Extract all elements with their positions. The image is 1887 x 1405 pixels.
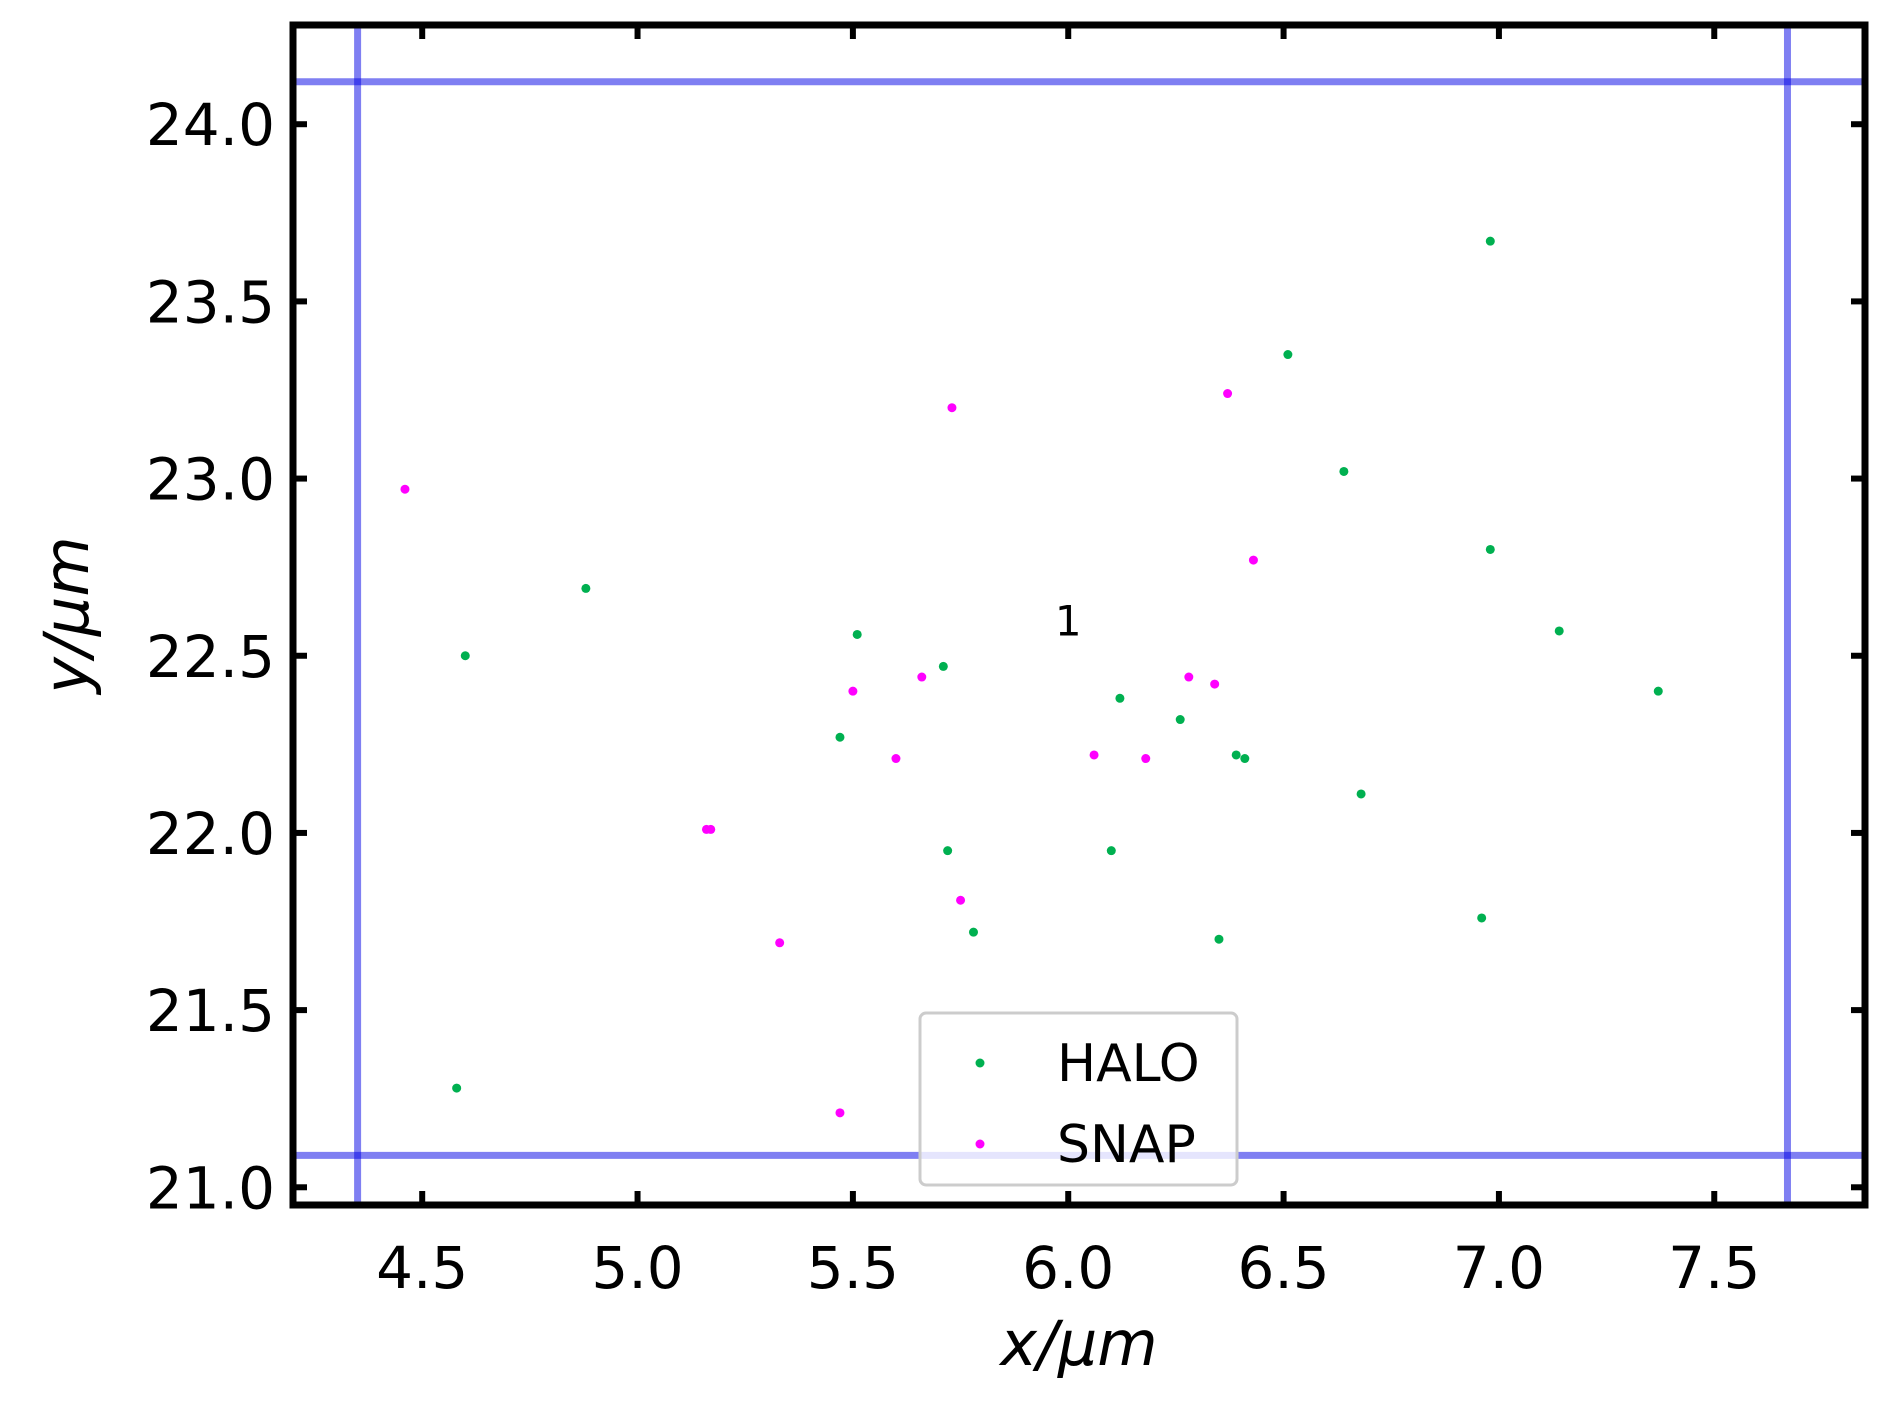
legend-label-snap: SNAP — [1057, 1115, 1196, 1175]
point-snap-14 — [1223, 389, 1233, 399]
y-tick-label-0: 21.0 — [146, 1154, 275, 1222]
point-snap-8 — [947, 403, 957, 413]
y-tick-label-4: 23.0 — [146, 446, 275, 514]
x-tick-label-2: 5.5 — [807, 1234, 899, 1302]
plot-frame — [289, 21, 1869, 1209]
x-tick-label-6: 7.5 — [1668, 1234, 1760, 1302]
y-tick-label-1: 21.5 — [146, 977, 275, 1045]
point-snap-10 — [1089, 750, 1099, 760]
point-snap-13 — [1210, 679, 1220, 689]
point-halo-12 — [1240, 754, 1250, 764]
point-halo-19 — [1485, 544, 1495, 554]
data-points — [400, 236, 1663, 1118]
point-snap-6 — [891, 754, 901, 764]
point-snap-15 — [1248, 555, 1258, 565]
y-axis-label: y/μm — [30, 536, 103, 695]
y-tick-label-5: 23.5 — [146, 268, 275, 336]
point-halo-21 — [1653, 686, 1663, 696]
y-tick-label-6: 24.0 — [146, 91, 275, 159]
y-tick-label-3: 22.5 — [146, 623, 275, 691]
y-tick-label-2: 22.0 — [146, 800, 275, 868]
point-halo-2 — [452, 1083, 462, 1093]
point-halo-0 — [460, 651, 470, 661]
point-halo-5 — [938, 661, 948, 671]
point-halo-20 — [1554, 626, 1564, 636]
point-halo-13 — [1214, 934, 1224, 944]
legend-marker-snap — [975, 1139, 985, 1149]
point-snap-12 — [1184, 672, 1194, 682]
point-halo-15 — [1339, 466, 1349, 476]
point-halo-16 — [1356, 789, 1366, 799]
x-tick-label-5: 7.0 — [1453, 1234, 1545, 1302]
point-snap-4 — [835, 1108, 845, 1118]
x-tick-label-1: 5.0 — [591, 1234, 683, 1302]
legend-label-halo: HALO — [1057, 1034, 1200, 1094]
point-halo-6 — [943, 846, 953, 856]
point-halo-8 — [1106, 846, 1116, 856]
legend-marker-halo — [975, 1058, 985, 1068]
point-halo-10 — [1175, 715, 1185, 725]
axis-ticks: 4.5 5.0 5.5 6.0 6.5 7.0 7.5 21.0 21.5 22.0 22.5 23.… — [146, 25, 1865, 1302]
point-halo-4 — [835, 732, 845, 742]
point-snap-11 — [1141, 754, 1151, 764]
point-halo-17 — [1477, 913, 1487, 923]
point-halo-3 — [852, 629, 862, 639]
legend-box — [918, 1011, 1239, 1187]
point-snap-3 — [775, 938, 785, 948]
x-tick-label-0: 4.5 — [376, 1234, 468, 1302]
legend: HALO SNAP — [918, 1011, 1239, 1187]
point-snap-2 — [706, 824, 716, 834]
point-halo-14 — [1283, 350, 1293, 360]
point-snap-9 — [956, 895, 966, 905]
point-snap-7 — [917, 672, 927, 682]
annotation-label: 1 — [1055, 596, 1082, 645]
point-snap-0 — [400, 484, 410, 494]
point-snap-5 — [848, 686, 858, 696]
x-axis-label: x/μm — [998, 1307, 1157, 1380]
point-halo-11 — [1231, 750, 1241, 760]
point-halo-18 — [1485, 236, 1495, 246]
x-tick-label-3: 6.0 — [1022, 1234, 1114, 1302]
x-tick-label-4: 6.5 — [1237, 1234, 1329, 1302]
point-halo-9 — [1115, 693, 1125, 703]
point-halo-7 — [968, 927, 978, 937]
point-halo-1 — [581, 583, 591, 593]
